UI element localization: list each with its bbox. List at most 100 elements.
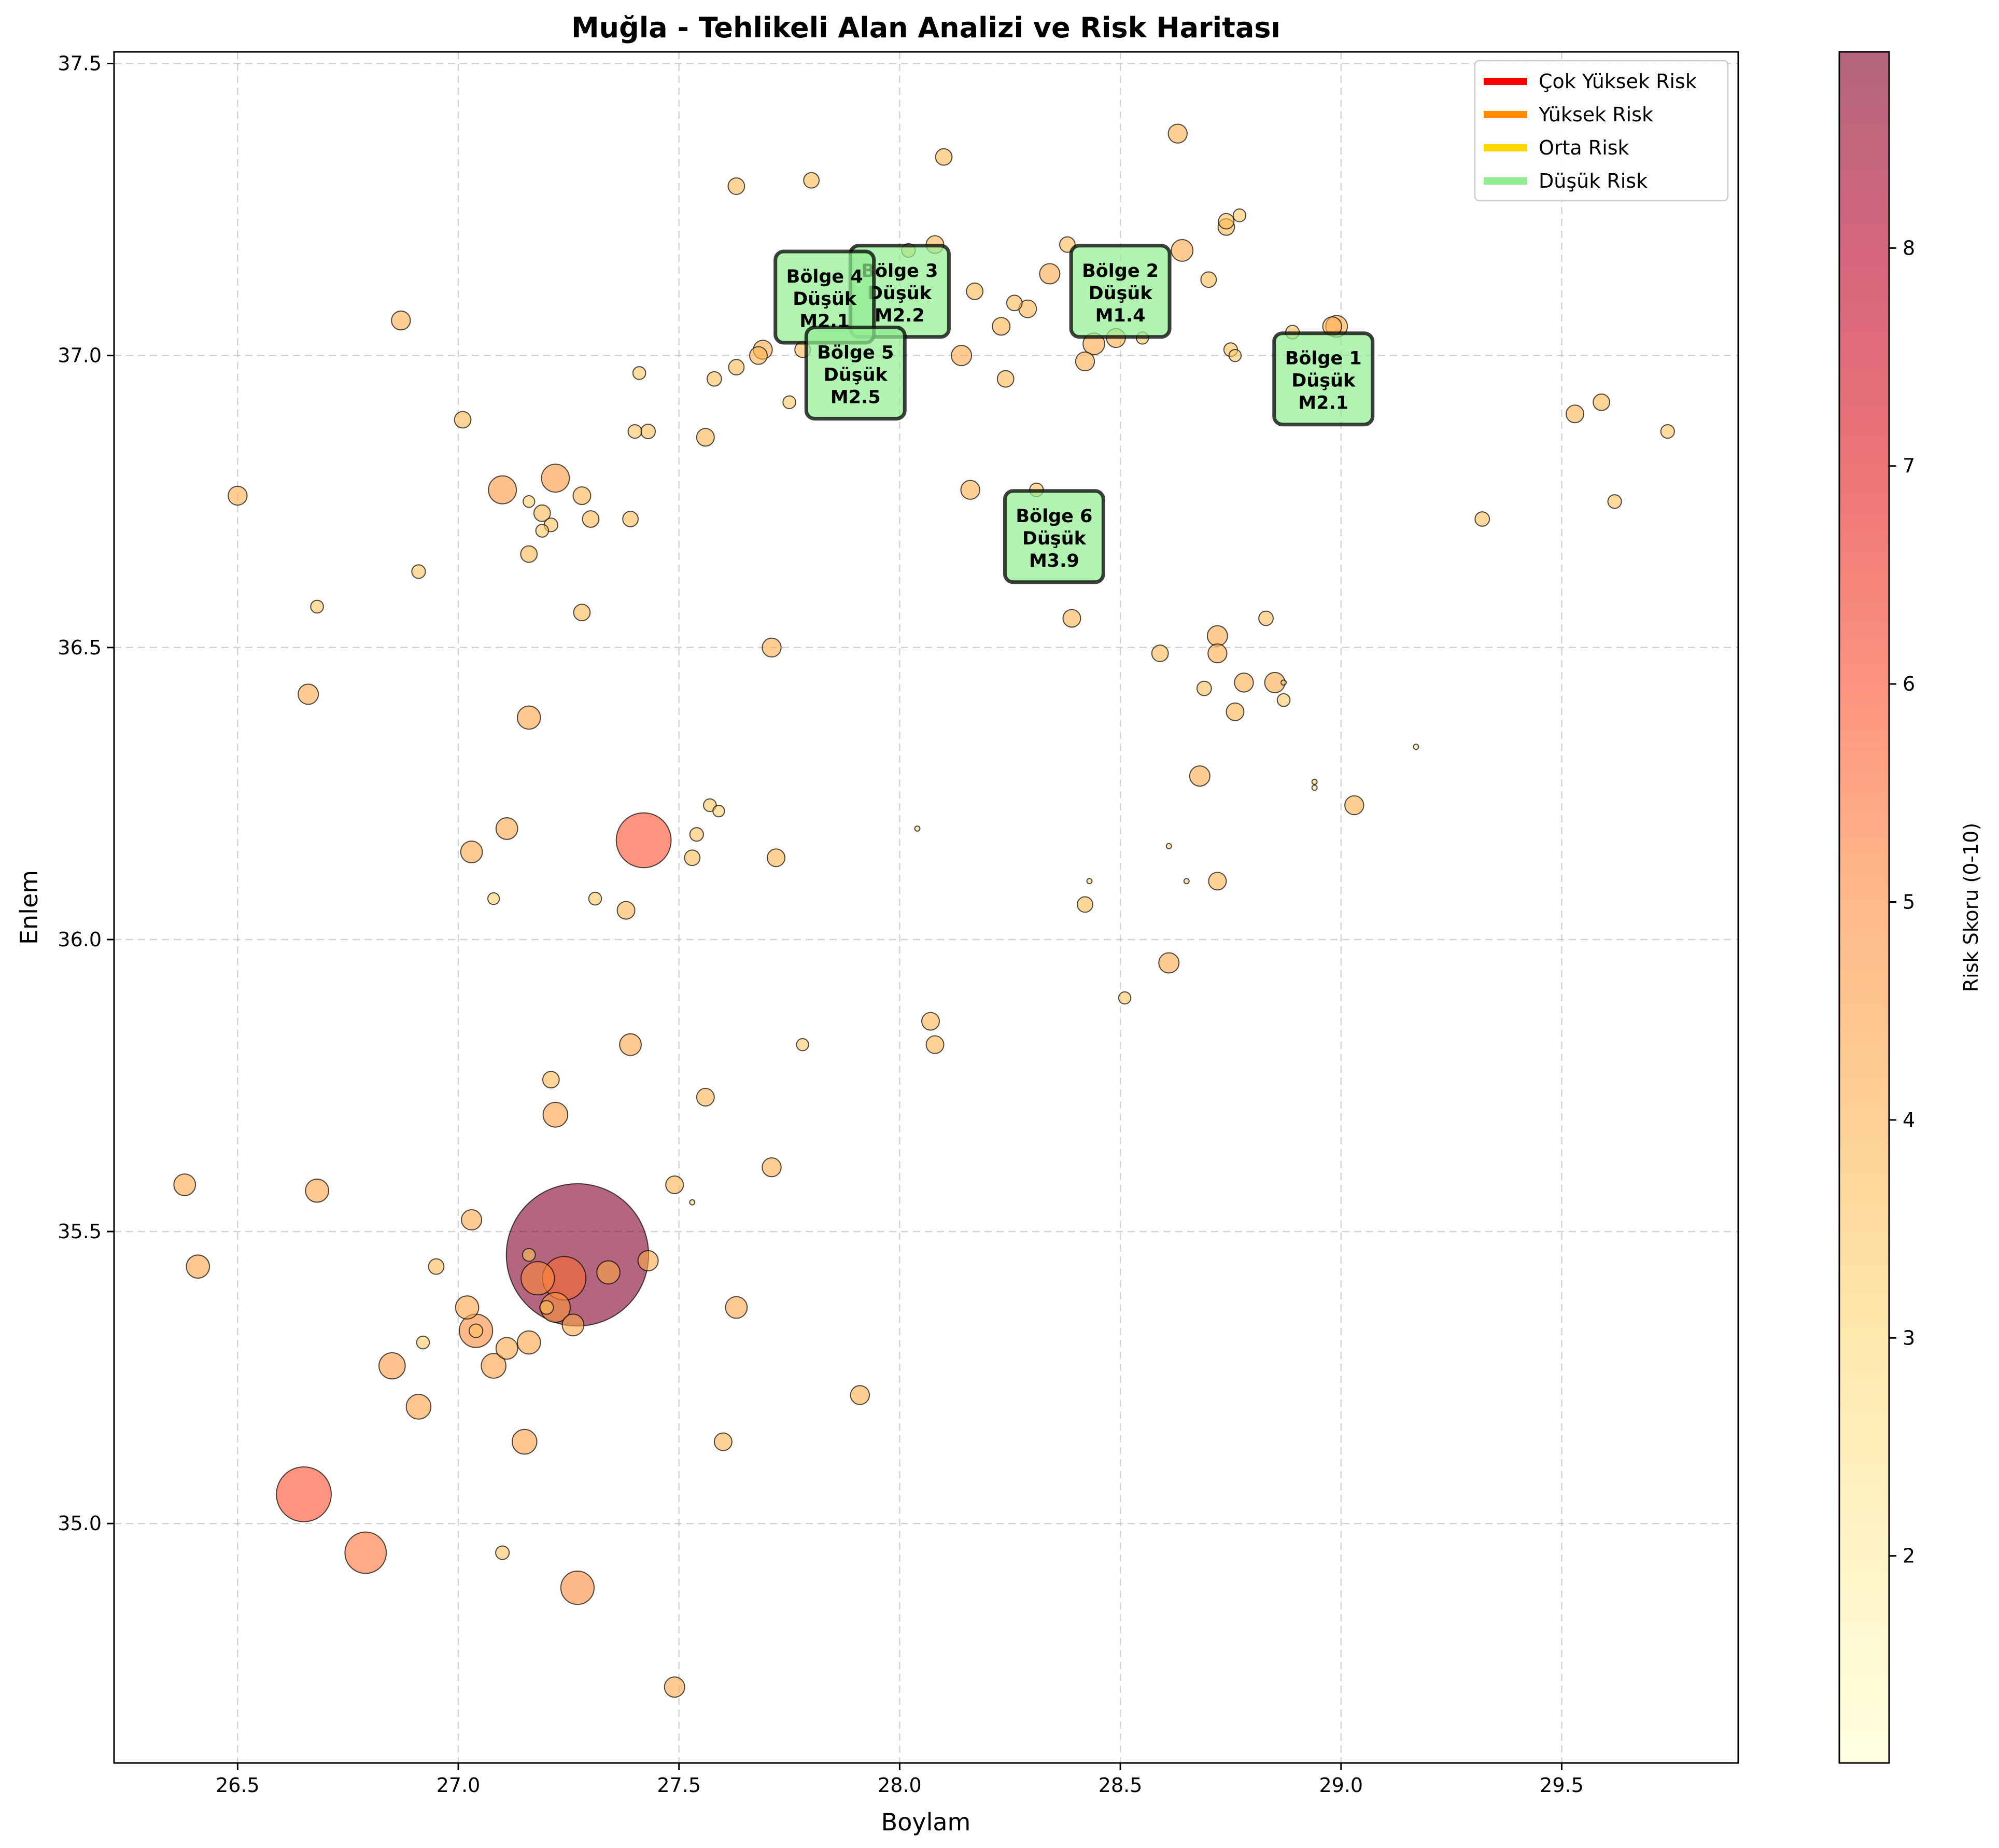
zone-text: Bölge 6 (1016, 506, 1092, 527)
data-point (914, 825, 921, 832)
x-axis-ticks: 26.5 27.0 27.5 28.0 28.5 29.0 29.5 (216, 1763, 1584, 1797)
data-point (454, 411, 472, 429)
zone-text: M2.1 (1298, 393, 1348, 414)
zone-text: Bölge 5 (817, 342, 894, 363)
colorbar-tick-label: 2 (1903, 1545, 1915, 1567)
scatter-points (173, 123, 1675, 1698)
data-point (1234, 673, 1254, 693)
data-point (684, 849, 701, 866)
x-tick-label: 27.0 (437, 1774, 481, 1797)
y-tick-label: 35.0 (58, 1512, 102, 1535)
x-tick-label: 26.5 (216, 1774, 260, 1797)
data-point (1280, 679, 1287, 686)
data-point (696, 1088, 715, 1107)
data-point (1311, 785, 1318, 791)
zone-text: Düşük (868, 283, 932, 304)
data-point (850, 1385, 870, 1405)
x-tick-label: 29.0 (1319, 1774, 1363, 1797)
grid-lines (114, 52, 1738, 1763)
data-point (511, 1429, 538, 1455)
data-point (689, 1199, 696, 1206)
data-point (637, 1250, 659, 1271)
data-point (1200, 271, 1217, 288)
data-point (1171, 239, 1194, 262)
y-tick-label: 36.5 (58, 636, 102, 659)
data-point (935, 148, 953, 166)
x-tick-label: 28.0 (878, 1774, 922, 1797)
x-axis-label: Boylam (881, 1808, 971, 1836)
data-point (1077, 896, 1093, 913)
data-point (1218, 213, 1235, 230)
data-point (1258, 610, 1274, 626)
legend-label: Çok Yüksek Risk (1539, 70, 1697, 93)
data-point (665, 1175, 684, 1194)
data-point (495, 1545, 510, 1560)
data-point (664, 1676, 685, 1698)
data-point (749, 346, 768, 365)
data-point (1183, 878, 1190, 885)
data-point (992, 317, 1011, 336)
data-point (1006, 295, 1023, 312)
data-point (640, 424, 656, 439)
data-point (713, 1432, 733, 1451)
data-point (416, 1335, 430, 1350)
data-point (1228, 348, 1242, 362)
data-point (1189, 765, 1210, 787)
data-point (596, 1260, 621, 1285)
legend-box (1474, 60, 1729, 202)
data-point (186, 1254, 210, 1279)
data-point (344, 1531, 387, 1574)
data-point (495, 817, 518, 840)
data-point (622, 511, 639, 527)
data-point (495, 1337, 518, 1360)
data-point (298, 683, 319, 705)
data-point (460, 841, 483, 863)
data-point (428, 1258, 445, 1275)
data-point (632, 366, 646, 380)
data-point (1413, 744, 1419, 750)
data-point (522, 1248, 536, 1262)
data-point (1086, 878, 1093, 885)
data-point (520, 545, 538, 563)
colorbar-frame (1838, 51, 1890, 1764)
data-point (173, 1173, 196, 1196)
data-point (378, 1352, 406, 1380)
legend-label: Orta Risk (1539, 136, 1629, 159)
zone-text: Düşük (1022, 528, 1087, 549)
colorbar-tick-label: 5 (1903, 890, 1915, 913)
data-point (627, 424, 642, 439)
data-point (1474, 511, 1490, 527)
data-point (1206, 625, 1228, 647)
x-tick-label: 27.5 (657, 1774, 701, 1797)
data-point (803, 172, 820, 189)
data-point (523, 495, 536, 508)
zone-text: M2.2 (875, 305, 925, 326)
zone-text: Düşük (1089, 283, 1153, 304)
data-point (542, 1102, 569, 1128)
data-point (542, 1071, 560, 1089)
plot-frame (113, 51, 1739, 1764)
data-point (573, 604, 591, 622)
zone-text: M1.4 (1095, 305, 1146, 326)
data-point (1158, 952, 1180, 974)
data-point (588, 891, 602, 906)
zone-text: M2.5 (830, 387, 881, 408)
data-point (1118, 991, 1132, 1005)
data-point (1344, 795, 1364, 816)
data-point (520, 1261, 555, 1296)
data-point (728, 359, 745, 376)
zone-text: Düşük (1291, 371, 1356, 391)
colorbar-tick-label: 7 (1903, 455, 1915, 478)
data-point (561, 1313, 585, 1337)
zone-box (1003, 489, 1105, 584)
data-point (533, 504, 551, 522)
data-point (481, 1353, 506, 1379)
x-tick-label: 28.5 (1099, 1774, 1143, 1797)
data-point (488, 475, 517, 505)
data-point (1660, 424, 1675, 439)
data-point (310, 599, 324, 614)
